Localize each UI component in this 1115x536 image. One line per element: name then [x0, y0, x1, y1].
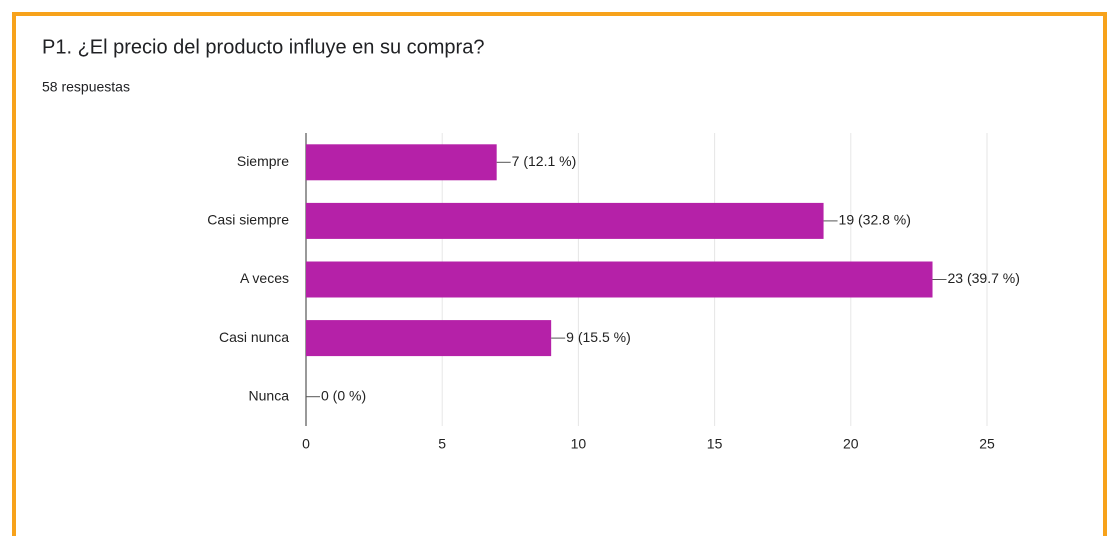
value-label: 9 (15.5 %) — [566, 329, 631, 345]
x-tick-label: 20 — [843, 436, 859, 452]
y-tick-label: Siempre — [237, 153, 289, 169]
chart-subtitle: 58 respuestas — [42, 79, 130, 95]
chart: P1. ¿El precio del producto influye en s… — [42, 36, 1020, 452]
chart-title: P1. ¿El precio del producto influye en s… — [42, 36, 484, 58]
value-label: 7 (12.1 %) — [512, 153, 577, 169]
y-tick-label: Nunca — [249, 387, 290, 403]
x-tick-label: 25 — [979, 436, 995, 452]
value-label: 23 (39.7 %) — [948, 270, 1020, 286]
bar — [306, 202, 824, 239]
x-tick-label: 0 — [302, 436, 310, 452]
y-tick-label: Casi nunca — [219, 329, 289, 345]
bar — [306, 144, 497, 181]
value-label: 0 (0 %) — [321, 387, 366, 403]
bar — [306, 320, 552, 357]
y-tick-label: Casi siempre — [207, 212, 289, 228]
value-label: 19 (32.8 %) — [839, 212, 911, 228]
page: P1. ¿El precio del producto influye en s… — [12, 12, 1107, 536]
y-tick-label: A veces — [240, 270, 289, 286]
x-tick-label: 5 — [438, 436, 446, 452]
x-tick-label: 10 — [571, 436, 587, 452]
x-tick-label: 15 — [707, 436, 723, 452]
bar — [306, 261, 933, 298]
